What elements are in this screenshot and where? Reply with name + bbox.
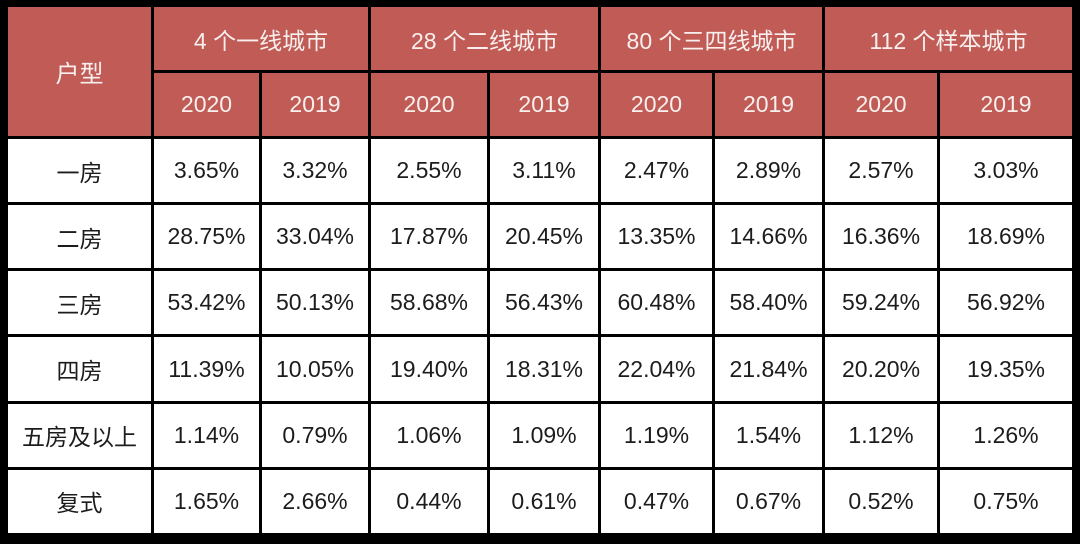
value-cell: 2.55% — [368, 135, 490, 206]
value-cell: 2.89% — [712, 135, 826, 206]
value-cell: 10.05% — [259, 334, 371, 404]
value-cell: 17.87% — [368, 202, 490, 272]
value-cell: 1.19% — [598, 400, 716, 470]
value-cell: 14.66% — [712, 202, 826, 272]
value-cell: 3.32% — [259, 135, 371, 206]
group-header-sample-cities: 112 个样本城市 — [822, 4, 1075, 73]
value-cell: 1.06% — [368, 400, 490, 470]
value-cell: 1.26% — [937, 400, 1075, 470]
row-label: 一房 — [5, 135, 154, 206]
table-row: 三房 53.42% 50.13% 58.68% 56.43% 60.48% 58.40% 59… — [5, 268, 1075, 338]
value-cell: 18.69% — [937, 202, 1075, 272]
value-cell: 21.84% — [712, 334, 826, 404]
year-header: 2020 — [151, 70, 262, 139]
group-header-tier34-cities: 80 个三四线城市 — [598, 4, 826, 73]
table-row: 四房 11.39% 10.05% 19.40% 18.31% 22.04% 21.84% 20… — [5, 334, 1075, 404]
value-cell: 13.35% — [598, 202, 716, 272]
value-cell: 16.36% — [822, 202, 941, 272]
year-header: 2019 — [712, 70, 826, 139]
value-cell: 56.92% — [937, 268, 1075, 338]
value-cell: 20.45% — [486, 202, 602, 272]
value-cell: 2.47% — [598, 135, 716, 206]
value-cell: 60.48% — [598, 268, 716, 338]
value-cell: 2.66% — [259, 466, 371, 537]
row-label: 四房 — [5, 334, 154, 404]
row-label: 二房 — [5, 202, 154, 272]
value-cell: 20.20% — [822, 334, 941, 404]
value-cell: 58.40% — [712, 268, 826, 338]
value-cell: 18.31% — [486, 334, 602, 404]
group-header-tier2-cities: 28 个二线城市 — [367, 4, 602, 73]
year-header: 2020 — [822, 70, 941, 139]
year-header: 2019 — [259, 70, 371, 139]
value-cell: 0.75% — [937, 466, 1075, 537]
value-cell: 0.67% — [712, 466, 826, 537]
value-cell: 3.11% — [486, 135, 602, 206]
value-cell: 1.65% — [151, 466, 262, 537]
value-cell: 59.24% — [822, 268, 941, 338]
row-label: 三房 — [5, 268, 154, 338]
table-row: 二房 28.75% 33.04% 17.87% 20.45% 13.35% 14.66% 16… — [5, 202, 1075, 272]
value-cell: 1.12% — [822, 400, 941, 470]
value-cell: 0.61% — [486, 466, 602, 537]
value-cell: 56.43% — [486, 268, 602, 338]
value-cell: 58.68% — [368, 268, 490, 338]
row-label: 五房及以上 — [5, 400, 154, 470]
value-cell: 2.57% — [822, 135, 941, 206]
housing-type-share-table: 户型 4 个一线城市 28 个二线城市 80 个三四线城市 112 个样本城市 … — [5, 4, 1075, 537]
value-cell: 0.79% — [259, 400, 371, 470]
group-header-row: 户型 4 个一线城市 28 个二线城市 80 个三四线城市 112 个样本城市 — [5, 4, 1075, 139]
value-cell: 1.54% — [712, 400, 826, 470]
table-row: 复式 1.65% 2.66% 0.44% 0.61% 0.47% 0.67% 0.52% 0.7… — [5, 466, 1075, 537]
value-cell: 1.09% — [486, 400, 602, 470]
table-row: 五房及以上 1.14% 0.79% 1.06% 1.09% 1.19% 1.54% 1.12%… — [5, 400, 1075, 470]
value-cell: 33.04% — [259, 202, 371, 272]
value-cell: 0.52% — [822, 466, 941, 537]
value-cell: 19.35% — [937, 334, 1075, 404]
row-label: 复式 — [5, 466, 154, 537]
year-header: 2020 — [598, 70, 716, 139]
group-header-tier1-cities: 4 个一线城市 — [151, 4, 371, 73]
year-header: 2019 — [486, 70, 602, 139]
table-row: 一房 3.65% 3.32% 2.55% 3.11% 2.47% 2.89% 2.57% 3.0… — [5, 135, 1075, 206]
value-cell: 28.75% — [151, 202, 262, 272]
value-cell: 0.47% — [598, 466, 716, 537]
value-cell: 3.65% — [151, 135, 262, 206]
value-cell: 50.13% — [259, 268, 371, 338]
value-cell: 53.42% — [151, 268, 262, 338]
year-header: 2019 — [937, 70, 1075, 139]
value-cell: 11.39% — [151, 334, 262, 404]
value-cell: 3.03% — [937, 135, 1075, 206]
corner-header-hu-xing: 户型 — [5, 4, 154, 139]
value-cell: 19.40% — [368, 334, 490, 404]
year-header-row: 2020 2019 2020 2019 2020 2019 2020 2019 — [7, 70, 1075, 139]
value-cell: 0.44% — [368, 466, 490, 537]
year-header: 2020 — [368, 70, 490, 139]
value-cell: 22.04% — [598, 334, 716, 404]
value-cell: 1.14% — [151, 400, 262, 470]
